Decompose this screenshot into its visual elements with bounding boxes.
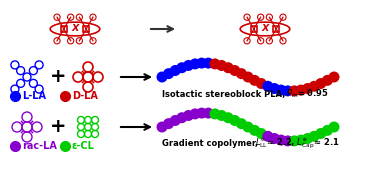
Circle shape bbox=[329, 122, 340, 132]
Circle shape bbox=[209, 58, 220, 69]
Circle shape bbox=[216, 60, 227, 71]
Circle shape bbox=[309, 131, 320, 142]
Circle shape bbox=[289, 135, 300, 146]
Circle shape bbox=[282, 85, 293, 96]
Circle shape bbox=[309, 81, 320, 92]
Bar bbox=[273, 26, 279, 32]
Circle shape bbox=[203, 108, 214, 119]
Circle shape bbox=[176, 62, 187, 73]
Circle shape bbox=[302, 133, 313, 144]
Circle shape bbox=[223, 62, 234, 73]
Circle shape bbox=[262, 131, 273, 142]
Circle shape bbox=[196, 58, 207, 69]
Circle shape bbox=[183, 60, 194, 71]
Text: rac-LA: rac-LA bbox=[22, 141, 57, 151]
Bar bbox=[251, 26, 257, 32]
Circle shape bbox=[322, 75, 333, 86]
Circle shape bbox=[262, 81, 273, 92]
Circle shape bbox=[315, 128, 326, 139]
Circle shape bbox=[223, 112, 234, 123]
Circle shape bbox=[163, 118, 174, 129]
Circle shape bbox=[196, 108, 207, 119]
Text: L-LA: L-LA bbox=[22, 91, 46, 101]
Circle shape bbox=[249, 125, 260, 136]
Circle shape bbox=[269, 83, 280, 94]
Bar bbox=[61, 26, 67, 32]
Text: D-LA: D-LA bbox=[72, 91, 98, 101]
Circle shape bbox=[183, 110, 194, 121]
Text: X: X bbox=[261, 24, 269, 33]
Circle shape bbox=[296, 135, 307, 146]
Circle shape bbox=[170, 65, 181, 76]
Circle shape bbox=[302, 83, 313, 94]
Circle shape bbox=[209, 108, 220, 119]
Circle shape bbox=[243, 122, 254, 132]
Text: X: X bbox=[71, 24, 79, 33]
Bar bbox=[83, 26, 89, 32]
Text: +: + bbox=[50, 118, 66, 136]
Circle shape bbox=[156, 122, 167, 132]
Text: $\mathit{L}^{\mathrm{e}}_{\mathrm{LL}}$≈ 2.2, $\mathit{L}^{\mathrm{e}}_{\mathrm{: $\mathit{L}^{\mathrm{e}}_{\mathrm{LL}}$≈… bbox=[255, 137, 339, 151]
Circle shape bbox=[289, 85, 300, 96]
Circle shape bbox=[322, 125, 333, 136]
Circle shape bbox=[203, 58, 214, 69]
Circle shape bbox=[156, 71, 167, 83]
Circle shape bbox=[256, 78, 267, 89]
Circle shape bbox=[276, 85, 287, 96]
Circle shape bbox=[176, 112, 187, 123]
Circle shape bbox=[229, 65, 240, 76]
Circle shape bbox=[190, 108, 201, 119]
Circle shape bbox=[243, 71, 254, 83]
Circle shape bbox=[256, 128, 267, 139]
Circle shape bbox=[236, 68, 247, 79]
Circle shape bbox=[190, 58, 201, 69]
Text: Gradient copolymer,: Gradient copolymer, bbox=[162, 139, 261, 149]
Text: +: + bbox=[50, 67, 66, 87]
Text: Isotactic stereoblock PLA,: Isotactic stereoblock PLA, bbox=[162, 90, 288, 98]
Circle shape bbox=[229, 115, 240, 126]
Circle shape bbox=[315, 78, 326, 89]
Circle shape bbox=[329, 71, 340, 83]
Circle shape bbox=[216, 110, 227, 121]
Circle shape bbox=[236, 118, 247, 129]
Text: ε-CL: ε-CL bbox=[72, 141, 95, 151]
Circle shape bbox=[282, 135, 293, 146]
Circle shape bbox=[249, 75, 260, 86]
Circle shape bbox=[269, 133, 280, 144]
Circle shape bbox=[163, 68, 174, 79]
Circle shape bbox=[296, 85, 307, 96]
Text: $\mathit{P}_{\mathrm{m}}$= 0.95: $\mathit{P}_{\mathrm{m}}$= 0.95 bbox=[286, 88, 329, 100]
Circle shape bbox=[170, 115, 181, 126]
Circle shape bbox=[276, 135, 287, 146]
